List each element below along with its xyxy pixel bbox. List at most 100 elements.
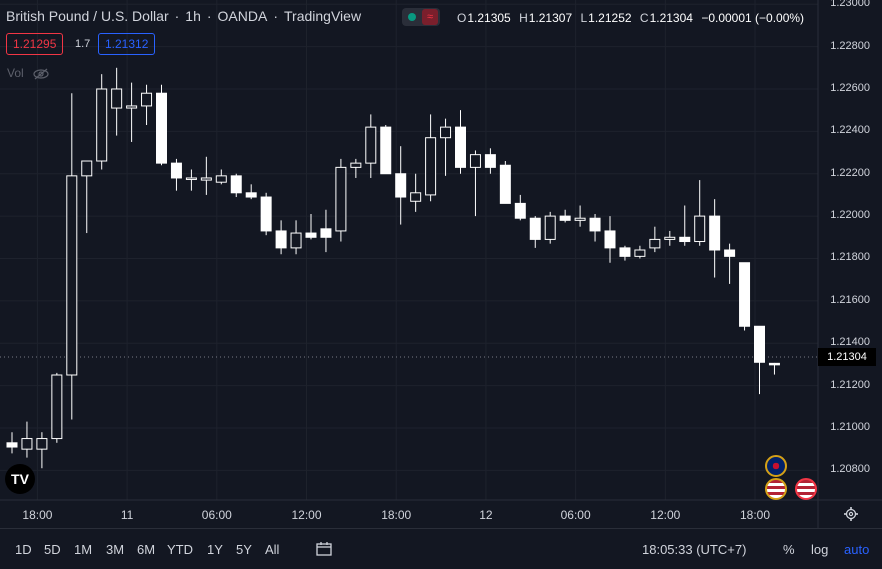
candle <box>170 158 182 191</box>
candle-body-bullish <box>215 175 227 183</box>
range-button-1m[interactable]: 1M <box>74 542 93 557</box>
range-button-ytd[interactable]: YTD <box>167 542 193 557</box>
candle <box>96 74 108 170</box>
tradingview-logo[interactable]: TV <box>5 464 35 494</box>
log-scale-toggle[interactable]: log <box>811 542 829 557</box>
range-button-5d[interactable]: 5D <box>44 542 61 557</box>
candle <box>425 114 437 202</box>
candle <box>380 125 392 175</box>
chart-legend-title[interactable]: British Pound / U.S. Dollar · 1h · OANDA · Tra… <box>6 8 367 24</box>
range-button-1y[interactable]: 1Y <box>207 542 223 557</box>
buy-price-button[interactable]: 1.21312 <box>98 33 156 55</box>
range-button-6m[interactable]: 6M <box>137 542 156 557</box>
current-price-label: 1.21304 <box>818 348 876 366</box>
settings-gear-icon[interactable] <box>843 506 859 522</box>
candlestick-chart[interactable] <box>0 0 882 528</box>
candle-body-bullish <box>440 126 452 139</box>
range-button-5y[interactable]: 5Y <box>236 542 252 557</box>
us-flag-event-icon[interactable] <box>795 478 817 500</box>
candle-body-bearish <box>395 173 407 198</box>
candle <box>469 150 481 217</box>
eye-hidden-icon[interactable] <box>33 68 49 80</box>
symbol-name[interactable]: British Pound / U.S. Dollar <box>6 8 169 24</box>
candle-body-bullish <box>365 126 377 164</box>
candle-body-bullish <box>96 88 108 162</box>
separator: · <box>206 8 212 24</box>
candle-body-bearish <box>156 92 167 164</box>
bottom-toolbar: 1D 5D 1M 3M 6M YTD 1Y 5Y All 18:05:33 (UTC+7) % … <box>0 528 882 569</box>
sell-price-button[interactable]: 1.21295 <box>6 33 64 55</box>
candle <box>6 432 18 454</box>
candle-body-bullish <box>350 162 362 168</box>
candle <box>619 245 631 261</box>
time-tick-label: 06:00 <box>201 508 232 522</box>
candle <box>709 199 721 278</box>
candle-body-bullish <box>664 236 676 240</box>
candle-body-bearish <box>275 230 287 249</box>
range-button-3m[interactable]: 3M <box>106 542 125 557</box>
price-tick-label: 1.23000 <box>830 0 870 10</box>
market-open-dot-icon <box>408 13 416 21</box>
time-tick-label: 12 <box>479 508 493 522</box>
auto-scale-toggle[interactable]: auto <box>844 542 870 557</box>
uk-flag-event-icon[interactable] <box>765 455 787 477</box>
timezone-clock[interactable]: 18:05:33 (UTC+7) <box>642 542 747 557</box>
candle-body-bearish <box>724 249 736 257</box>
candle-body-bearish <box>230 175 242 194</box>
price-tick-label: 1.21400 <box>830 336 870 349</box>
price-tick-label: 1.21200 <box>830 378 870 391</box>
candle-body-bearish <box>380 126 392 175</box>
candle <box>290 220 302 255</box>
candle-series <box>6 67 780 469</box>
low-value: 1.21252 <box>588 11 632 25</box>
range-button-all[interactable]: All <box>265 542 280 557</box>
range-button-1d[interactable]: 1D <box>15 542 32 557</box>
candle-body-bullish <box>335 166 347 232</box>
candle <box>649 226 661 253</box>
candle <box>544 211 556 244</box>
go-to-date-icon[interactable] <box>315 541 333 557</box>
candle <box>81 160 93 234</box>
broker-label[interactable]: OANDA <box>217 8 268 24</box>
candle-body-bullish <box>290 232 302 249</box>
candle <box>365 114 377 178</box>
candle-body-bearish <box>260 196 272 232</box>
candle <box>529 216 541 248</box>
candle <box>350 158 362 178</box>
ohlc-values: O1.21305 H1.21307 L1.21252 C1.21304 −0.0… <box>457 11 809 25</box>
price-tick-label: 1.22200 <box>830 166 870 179</box>
market-status-badge[interactable]: ≈ <box>402 8 440 26</box>
candle <box>245 184 257 200</box>
price-tick-label: 1.22000 <box>830 209 870 222</box>
chart-grid <box>0 0 818 500</box>
candle <box>21 421 33 458</box>
candle <box>664 230 676 246</box>
candle <box>305 213 317 240</box>
candle <box>111 67 123 136</box>
candle-body-bearish <box>768 362 780 366</box>
candle <box>410 173 422 212</box>
candle-body-bearish <box>529 217 541 240</box>
candle-body-bearish <box>709 215 721 251</box>
us-flag-event-icon[interactable] <box>765 478 787 500</box>
candle-body-bearish <box>604 230 616 249</box>
change-value: −0.00001 (−0.00%) <box>701 11 805 25</box>
candle-body-bullish <box>544 215 556 240</box>
price-tick-label: 1.22800 <box>830 39 870 52</box>
interval-label[interactable]: 1h <box>185 8 201 24</box>
separator: · <box>174 8 180 24</box>
candle <box>634 245 646 259</box>
candle <box>484 148 496 174</box>
candle-body-bearish <box>559 215 571 221</box>
candle <box>66 93 78 420</box>
candle <box>335 158 347 242</box>
volume-label: Vol <box>7 66 24 80</box>
high-label: H <box>519 11 528 25</box>
volume-indicator[interactable]: Vol <box>7 66 49 80</box>
price-tick-label: 1.21000 <box>830 420 870 433</box>
price-tick-label: 1.22600 <box>830 81 870 94</box>
percent-scale-toggle[interactable]: % <box>783 542 795 557</box>
time-tick-label: 12:00 <box>650 508 681 522</box>
price-tick-label: 1.21800 <box>830 251 870 264</box>
candle <box>455 110 466 174</box>
